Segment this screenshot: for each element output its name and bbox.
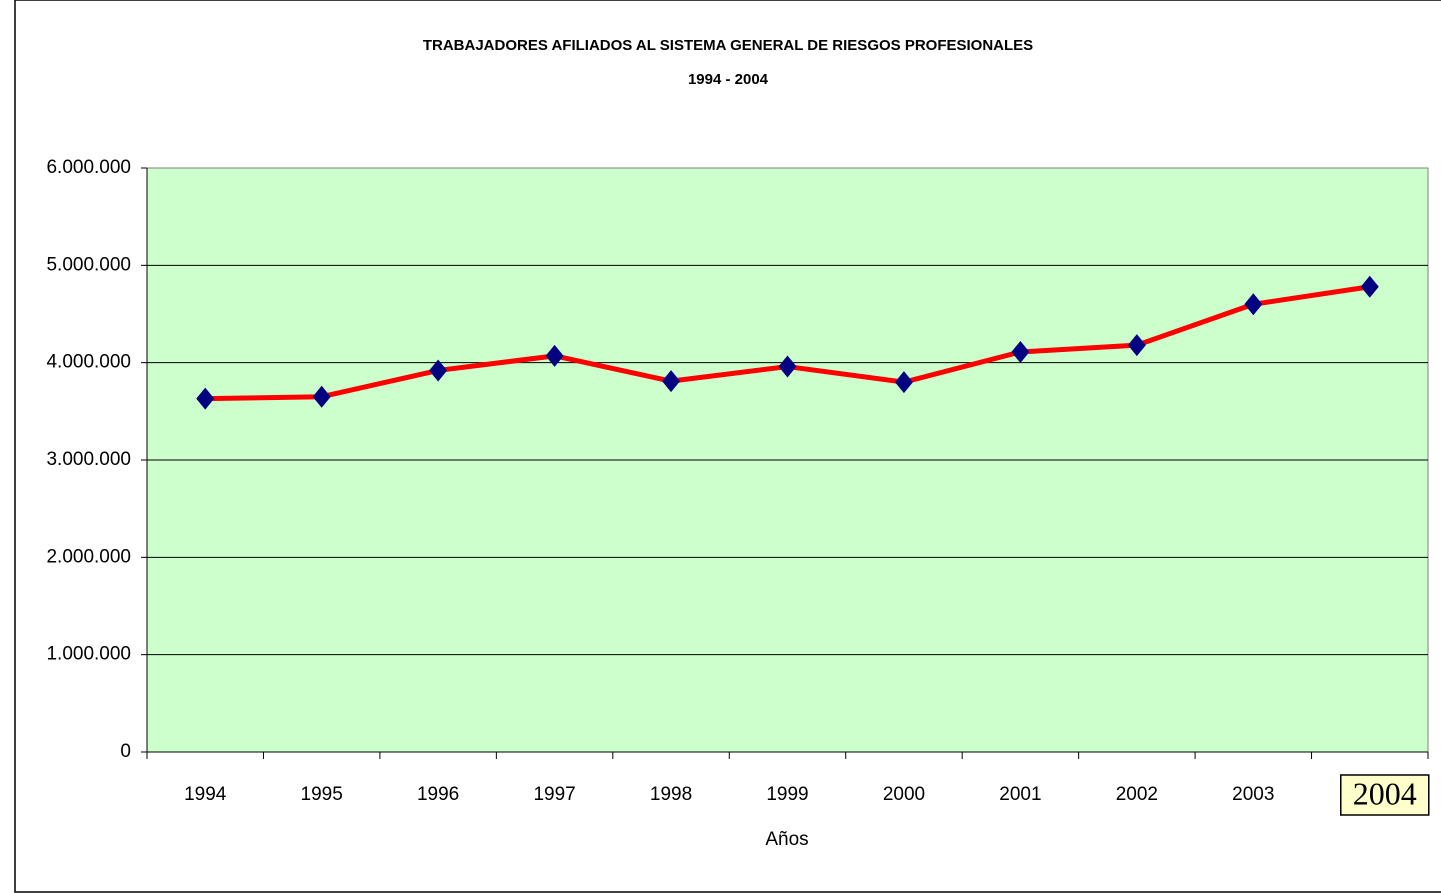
chart-subtitle: 1994 - 2004 [688, 71, 769, 88]
data-point [545, 344, 564, 367]
data-point [1011, 340, 1030, 363]
x-tick-label: 1996 [417, 784, 459, 805]
chart-title: TRABAJADORES AFILIADOS AL SISTEMA GENERA… [423, 37, 1033, 54]
x-tick-label: 2000 [883, 784, 925, 805]
data-point [1360, 275, 1379, 298]
y-tick-label: 3.000.000 [46, 449, 131, 470]
data-point [662, 370, 681, 393]
data-point [429, 359, 448, 382]
data-point [1127, 334, 1146, 357]
x-tick-label: 1998 [650, 784, 692, 805]
x-tick-label: 2004 [1353, 775, 1417, 811]
x-tick-label: 2003 [1232, 784, 1274, 805]
x-tick-label: 2001 [999, 784, 1041, 805]
data-point [894, 371, 913, 394]
x-tick-label: 2002 [1116, 784, 1158, 805]
y-tick-label: 4.000.000 [46, 352, 131, 373]
label-highlight [1340, 774, 1430, 816]
x-tick-label: 1994 [184, 784, 227, 805]
x-tick-label: 1997 [533, 784, 575, 805]
data-point [778, 355, 797, 378]
y-tick-label: 0 [120, 741, 131, 762]
x-tick-label: 1995 [301, 784, 343, 805]
data-point [1244, 293, 1263, 316]
x-axis-label: Años [765, 829, 808, 850]
y-tick-label: 6.000.000 [46, 157, 131, 178]
y-tick-label: 1.000.000 [46, 644, 131, 665]
y-tick-label: 2.000.000 [46, 546, 131, 567]
data-point [196, 387, 215, 410]
x-tick-label: 1999 [766, 784, 808, 805]
y-tick-label: 5.000.000 [46, 254, 131, 275]
data-point [312, 385, 331, 408]
